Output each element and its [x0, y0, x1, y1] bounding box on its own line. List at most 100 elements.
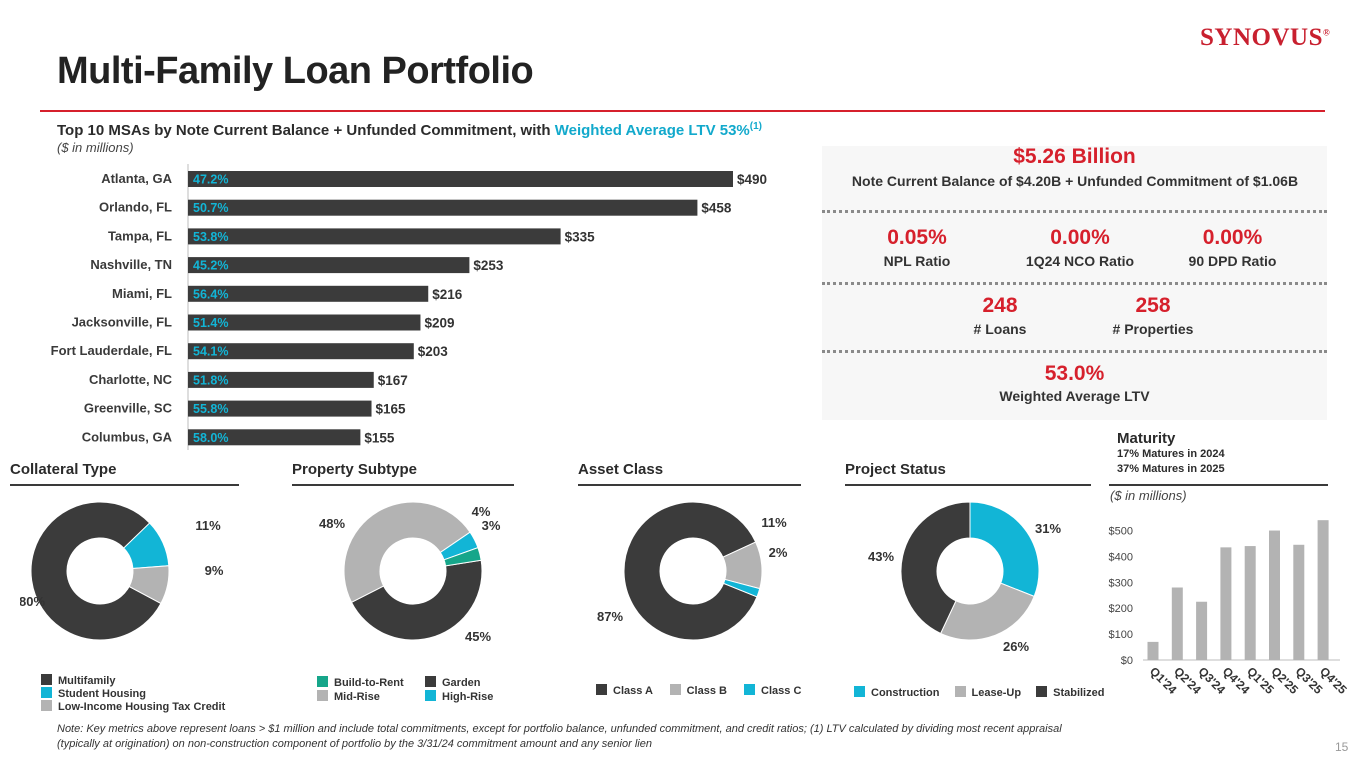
loans-label: # Loans [973, 321, 1027, 337]
project-legend: Construction Lease-Up Stabilized [854, 686, 1104, 699]
dpd-value: 0.00% [1202, 226, 1263, 249]
stats-divider [822, 210, 1327, 213]
nco-label: 1Q24 NCO Ratio [1025, 253, 1135, 269]
msa-bar [188, 429, 361, 446]
maturity-y-tick: $100 [1109, 629, 1133, 641]
legend-swatch [41, 700, 52, 711]
legend-item: Mid-Rise [317, 690, 404, 704]
msa-ltv-label: 55.8% [193, 402, 228, 416]
donut-value-label: 9% [205, 563, 224, 578]
donut-value-label: 48% [319, 516, 345, 531]
legend-swatch [41, 674, 52, 685]
maturity-line-1: 17% Matures in 2024 [1117, 448, 1225, 460]
legend-label: Class B [686, 685, 727, 697]
msa-bar [188, 257, 470, 274]
subtype-donut-chart: 45% 48% 4%3% [319, 501, 501, 644]
project-heading: Project Status [845, 461, 946, 478]
maturity-bar [1244, 546, 1256, 660]
legend-item: Class C [744, 684, 802, 697]
subtype-rule [292, 484, 514, 486]
msa-value-label: $203 [418, 344, 449, 359]
legend-label: Construction [871, 687, 940, 699]
maturity-x-tick: Q4'25 [1317, 664, 1350, 697]
footnote: Note: Key metrics above represent loans … [57, 722, 1137, 752]
maturity-bar [1196, 601, 1208, 660]
loans-value: 248 [982, 294, 1018, 317]
legend-label: Multifamily [58, 675, 116, 687]
collateral-rule [10, 484, 239, 486]
legend-swatch [744, 684, 756, 695]
legend-item: High-Rise [425, 690, 493, 704]
msa-bar [188, 228, 561, 245]
msa-category-label: Charlotte, NC [89, 372, 173, 387]
msa-units: ($ in millions) [57, 140, 134, 155]
donut-slice [939, 582, 1035, 641]
legend-swatch [669, 684, 681, 695]
collateral-heading: Collateral Type [10, 461, 117, 478]
maturity-y-tick: $0 [1121, 655, 1133, 667]
page-title: Multi-Family Loan Portfolio [57, 50, 534, 92]
subtype-legend-col2: Garden High-Rise [425, 676, 493, 704]
legend-label: Garden [442, 677, 481, 689]
msa-category-label: Atlanta, GA [101, 171, 172, 186]
dpd-label: 90 DPD Ratio [1188, 253, 1277, 269]
maturity-y-tick: $400 [1109, 551, 1133, 563]
msa-value-label: $155 [364, 430, 395, 445]
legend-item: Garden [425, 676, 493, 690]
asset-legend: Class A Class B Class C [596, 684, 801, 697]
maturity-bar [1269, 530, 1280, 660]
donut-slice [900, 501, 971, 635]
stats-divider [822, 350, 1327, 353]
msa-category-label: Jacksonville, FL [72, 315, 172, 330]
legend-label: Class C [761, 685, 802, 697]
legend-item: Build-to-Rent [317, 676, 404, 690]
legend-swatch [425, 690, 436, 701]
msa-bar [188, 314, 421, 331]
donut-value-label: 45% [465, 629, 491, 644]
msa-category-label: Greenville, SC [84, 401, 173, 416]
donut-value-label: 11% [761, 515, 787, 530]
legend-swatch [317, 676, 328, 687]
legend-label: Student Housing [58, 688, 146, 700]
legend-swatch [1036, 686, 1048, 697]
synovus-logo: SYNOVUS® [1200, 24, 1330, 52]
msa-category-label: Fort Lauderdale, FL [51, 343, 172, 358]
maturity-bar-chart: $0$100$200$300$400$500Q1'24Q2'24Q3'24Q4'… [1109, 520, 1350, 697]
msa-heading-with: with [520, 122, 551, 139]
maturity-y-tick: $200 [1109, 603, 1133, 615]
legend-swatch [596, 684, 607, 695]
msa-ltv-label: 56.4% [193, 287, 228, 301]
legend-item: Class A [596, 684, 653, 697]
msa-ltv-label: 50.7% [193, 201, 228, 215]
legend-swatch [854, 686, 865, 697]
legend-item: Class B [669, 684, 727, 697]
donut-slice [969, 501, 1040, 598]
logo-mark: ® [1322, 27, 1331, 38]
legend-item: Student Housing [41, 687, 225, 700]
msa-value-label: $335 [565, 229, 596, 244]
donut-value-label: 26% [1003, 639, 1029, 654]
legend-item: Low-Income Housing Tax Credit [41, 700, 225, 713]
msa-bar [188, 400, 372, 417]
msa-bar [188, 285, 429, 302]
msa-bar [188, 343, 414, 360]
donut-value-label: 2% [769, 545, 788, 560]
msa-value-label: $216 [432, 287, 463, 302]
msa-category-label: Nashville, TN [90, 257, 172, 272]
msa-value-label: $209 [424, 316, 454, 331]
msa-bar [188, 199, 698, 216]
ltv-value: 53.0% [1044, 362, 1105, 385]
legend-swatch [317, 690, 328, 701]
msa-heading-highlight: Weighted Average LTV 53% [554, 122, 750, 139]
donut-slice [623, 501, 758, 641]
msa-ltv-label: 45.2% [193, 259, 228, 273]
msa-ltv-label: 53.8% [193, 230, 228, 244]
footnote-line-2: (typically at origination) on non-constr… [57, 738, 652, 750]
subtype-legend: Build-to-Rent Mid-Rise [317, 676, 404, 704]
legend-item: Stabilized [1036, 686, 1104, 699]
maturity-y-tick: $300 [1109, 577, 1133, 589]
legend-label: Build-to-Rent [334, 677, 404, 689]
maturity-line-2: 37% Matures in 2025 [1117, 463, 1225, 475]
legend-label: High-Rise [442, 691, 494, 703]
legend-label: Mid-Rise [334, 691, 380, 703]
